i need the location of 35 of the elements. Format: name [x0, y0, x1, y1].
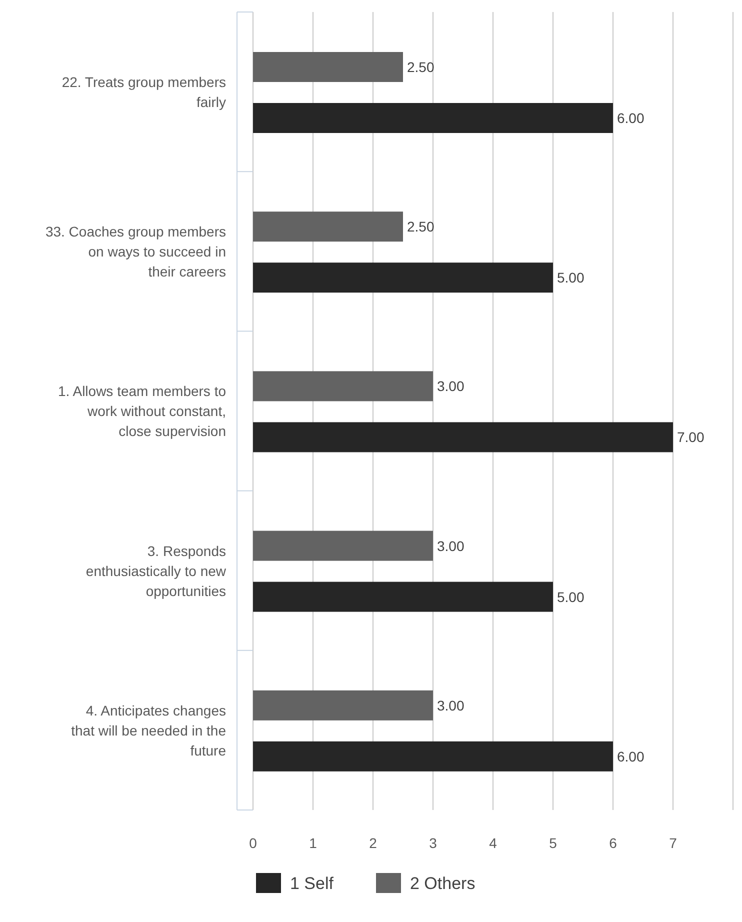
text: 6.00 — [617, 748, 644, 764]
y-tick-label: 22. Treats group members fairly — [62, 74, 226, 110]
bar — [253, 371, 433, 402]
bar — [253, 103, 613, 133]
text: 5.00 — [557, 270, 584, 286]
x-tick-label: 1 — [309, 835, 318, 851]
text: 2.50 — [407, 218, 434, 235]
y-tick-label: 4. Anticipates changes that will be needed in the future — [71, 702, 226, 758]
text: 7.00 — [677, 429, 704, 446]
text: 3.00 — [437, 538, 464, 554]
bar — [253, 212, 403, 242]
x-tick-label: 3 — [429, 835, 438, 851]
legend-label: 2 Others — [410, 874, 476, 893]
bar — [253, 530, 433, 561]
y-tick-label: 3. Responds enthusiastically to new opportunities — [86, 542, 227, 599]
bar — [253, 582, 553, 612]
x-tick-label: 5 — [549, 835, 558, 851]
x-tick-label: 4 — [489, 835, 498, 851]
bar — [253, 262, 553, 293]
bar — [253, 52, 403, 82]
bar — [253, 422, 673, 452]
legend-label: 1 Self — [290, 874, 334, 893]
text: 3.00 — [437, 697, 464, 714]
text: 2.50 — [407, 59, 434, 75]
text: 3.00 — [437, 378, 464, 394]
bar — [253, 690, 433, 720]
bar — [253, 741, 613, 772]
x-tick-label: 6 — [609, 835, 618, 851]
x-tick-label: 0 — [249, 835, 258, 851]
text: 5.00 — [557, 588, 584, 605]
x-tick-label: 7 — [669, 835, 678, 851]
text: 6.00 — [617, 110, 644, 126]
y-tick-label: 33. Coaches group members on ways to succeed in their careers — [45, 224, 226, 280]
y-tick-label: 1. Allows team members to work without constant, close supervision — [58, 383, 226, 440]
x-tick-label: 2 — [369, 835, 378, 851]
